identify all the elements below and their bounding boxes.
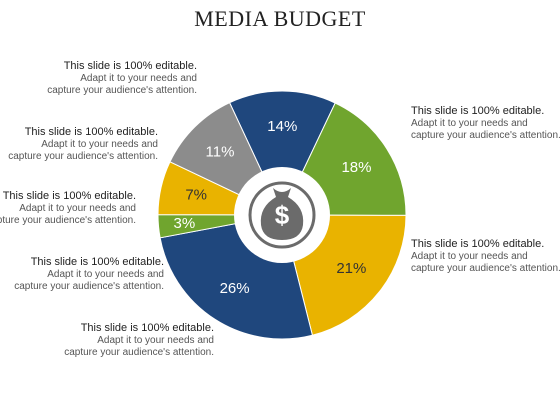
slice-1 xyxy=(228,90,336,217)
callout-5: This slide is 100% editable. Adapt it to… xyxy=(64,322,214,358)
slice-label-1: 14% xyxy=(267,118,297,135)
callout-3: This slide is 100% editable. Adapt it to… xyxy=(0,190,136,226)
svg-text:$: $ xyxy=(275,200,290,230)
slice-label-6: 7% xyxy=(185,186,207,203)
callout-1: This slide is 100% editable. Adapt it to… xyxy=(47,60,197,96)
callout-6: This slide is 100% editable. Adapt it to… xyxy=(411,105,560,141)
slice-label-5: 3% xyxy=(174,215,196,232)
slice-label-2: 18% xyxy=(341,159,371,176)
page-title: MEDIA BUDGET xyxy=(194,6,366,31)
callout-2: This slide is 100% editable. Adapt it to… xyxy=(8,126,158,162)
slice-label-7: 11% xyxy=(206,144,235,161)
callout-7: This slide is 100% editable. Adapt it to… xyxy=(411,238,560,274)
callout-4: This slide is 100% editable. Adapt it to… xyxy=(14,256,164,292)
money-bag-icon: $ xyxy=(248,181,316,249)
slice-label-4: 26% xyxy=(220,280,250,297)
slice-label-3: 21% xyxy=(336,260,366,277)
